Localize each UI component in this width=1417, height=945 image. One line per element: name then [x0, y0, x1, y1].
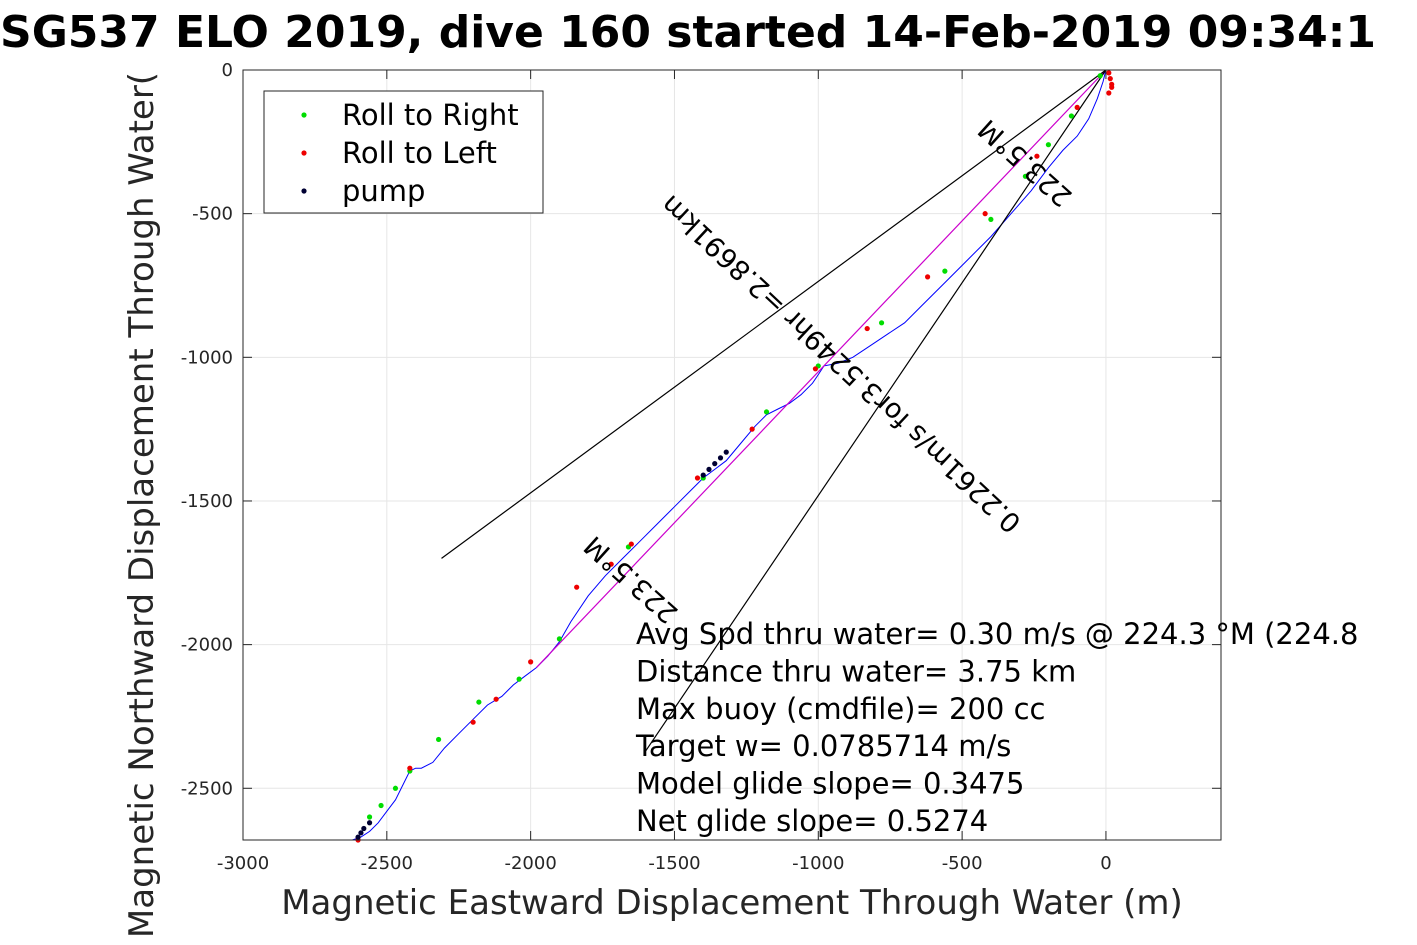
- x-tick-label: -2000: [504, 853, 556, 874]
- roll-right-point: [378, 802, 384, 809]
- y-tick-label: -500: [192, 204, 233, 225]
- y-tick-label: -1000: [181, 347, 233, 368]
- chart-title: SG537 ELO 2019, dive 160 started 14-Feb-…: [0, 7, 1376, 58]
- roll-right-point: [1045, 142, 1052, 148]
- roll-right-point: [988, 216, 994, 223]
- roll-left-point: [864, 325, 870, 332]
- mean-heading-line: [535, 69, 1107, 669]
- x-tick-label: 0: [1100, 853, 1111, 874]
- roll-left-point: [1107, 76, 1113, 82]
- roll-left-point: [812, 366, 819, 372]
- legend-marker: [301, 188, 307, 194]
- stats-annotation-line: Avg Spd thru water= 0.30 m/s @ 224.3 °M …: [636, 617, 1358, 651]
- roll-right-point: [476, 699, 482, 705]
- legend-marker: [301, 150, 307, 156]
- roll-left-point: [1074, 104, 1080, 110]
- roll-left-point: [1106, 70, 1112, 76]
- roll-left-point: [470, 719, 476, 725]
- stats-annotation-line: Target w= 0.0785714 m/s: [635, 729, 1011, 763]
- roll-left-point: [528, 659, 534, 665]
- legend-label: Roll to Left: [342, 136, 497, 170]
- roll-left-point: [1106, 90, 1112, 96]
- pump-point: [366, 820, 373, 826]
- roll-right-point: [366, 814, 373, 820]
- y-axis-ticks: 0 -500 -1000 -1500 -2000 -2500: [181, 60, 1221, 799]
- x-tick-label: -1000: [792, 853, 844, 874]
- roll-right-point: [556, 636, 563, 642]
- roll-left-point: [1034, 153, 1040, 159]
- roll-left-point: [925, 274, 931, 280]
- stats-annotation-line: Model glide slope= 0.3475: [636, 767, 1024, 801]
- pump-point: [706, 466, 712, 472]
- pump-point: [361, 825, 367, 832]
- stats-annotation-line: Distance thru water= 3.75 km: [636, 654, 1076, 688]
- roll-right-point: [763, 409, 770, 415]
- stats-annotation-line: Net glide slope= 0.5274: [636, 804, 988, 838]
- pump-point: [700, 472, 706, 478]
- legend: Roll to Right Roll to Left pump: [263, 90, 544, 214]
- points-layer: [355, 70, 1115, 843]
- plot-frame: [242, 69, 1222, 841]
- pump-point: [717, 455, 724, 461]
- pump-point: [712, 461, 718, 467]
- y-tick-label: 0: [222, 60, 233, 81]
- roll-left-point: [982, 211, 988, 217]
- y-tick-label: -2000: [181, 635, 233, 656]
- x-tick-label: -1500: [648, 853, 700, 874]
- roll-right-point: [436, 736, 442, 743]
- x-axis-ticks: -3000 -2500 -2000 -1500 -1000 -500 0: [217, 70, 1112, 874]
- heading-bound-line-upper: [441, 69, 1107, 559]
- roll-left-point: [749, 426, 755, 432]
- roll-left-point: [608, 561, 614, 567]
- roll-left-point: [628, 541, 634, 547]
- x-tick-label: -500: [942, 853, 983, 874]
- roll-left-point: [407, 765, 413, 771]
- roll-right-point: [1097, 73, 1103, 79]
- heading-bound-line-lower: [645, 69, 1107, 752]
- roll-left-point: [493, 696, 499, 702]
- roll-right-point: [392, 785, 399, 791]
- pump-point: [723, 449, 729, 455]
- stats-annotations: Avg Spd thru water= 0.30 m/s @ 224.3 °M …: [635, 617, 1358, 838]
- x-tick-label: -3000: [217, 853, 269, 874]
- roll-right-point: [942, 268, 948, 274]
- pump-point: [358, 830, 364, 836]
- roll-right-point: [516, 676, 522, 682]
- roll-right-point: [1068, 113, 1075, 119]
- pump-point: [355, 834, 361, 840]
- legend-label: Roll to Right: [342, 98, 519, 132]
- y-tick-label: -1500: [181, 491, 233, 512]
- legend-box: [263, 90, 544, 214]
- roll-right-point: [1022, 173, 1028, 179]
- stats-annotation-line: Max buoy (cmdfile)= 200 cc: [636, 692, 1045, 726]
- legend-marker: [301, 112, 307, 118]
- x-tick-label: -2500: [361, 853, 413, 874]
- roll-left-point: [694, 475, 701, 481]
- legend-label: pump: [342, 174, 425, 208]
- roll-left-point: [1109, 84, 1115, 90]
- y-tick-label: -2500: [181, 778, 233, 799]
- x-axis-label: Magnetic Eastward Displacement Through W…: [281, 883, 1183, 923]
- roll-left-point: [574, 584, 580, 590]
- roll-right-point: [878, 320, 885, 326]
- y-axis-label: Magnetic Northward Displacement Through …: [122, 72, 162, 938]
